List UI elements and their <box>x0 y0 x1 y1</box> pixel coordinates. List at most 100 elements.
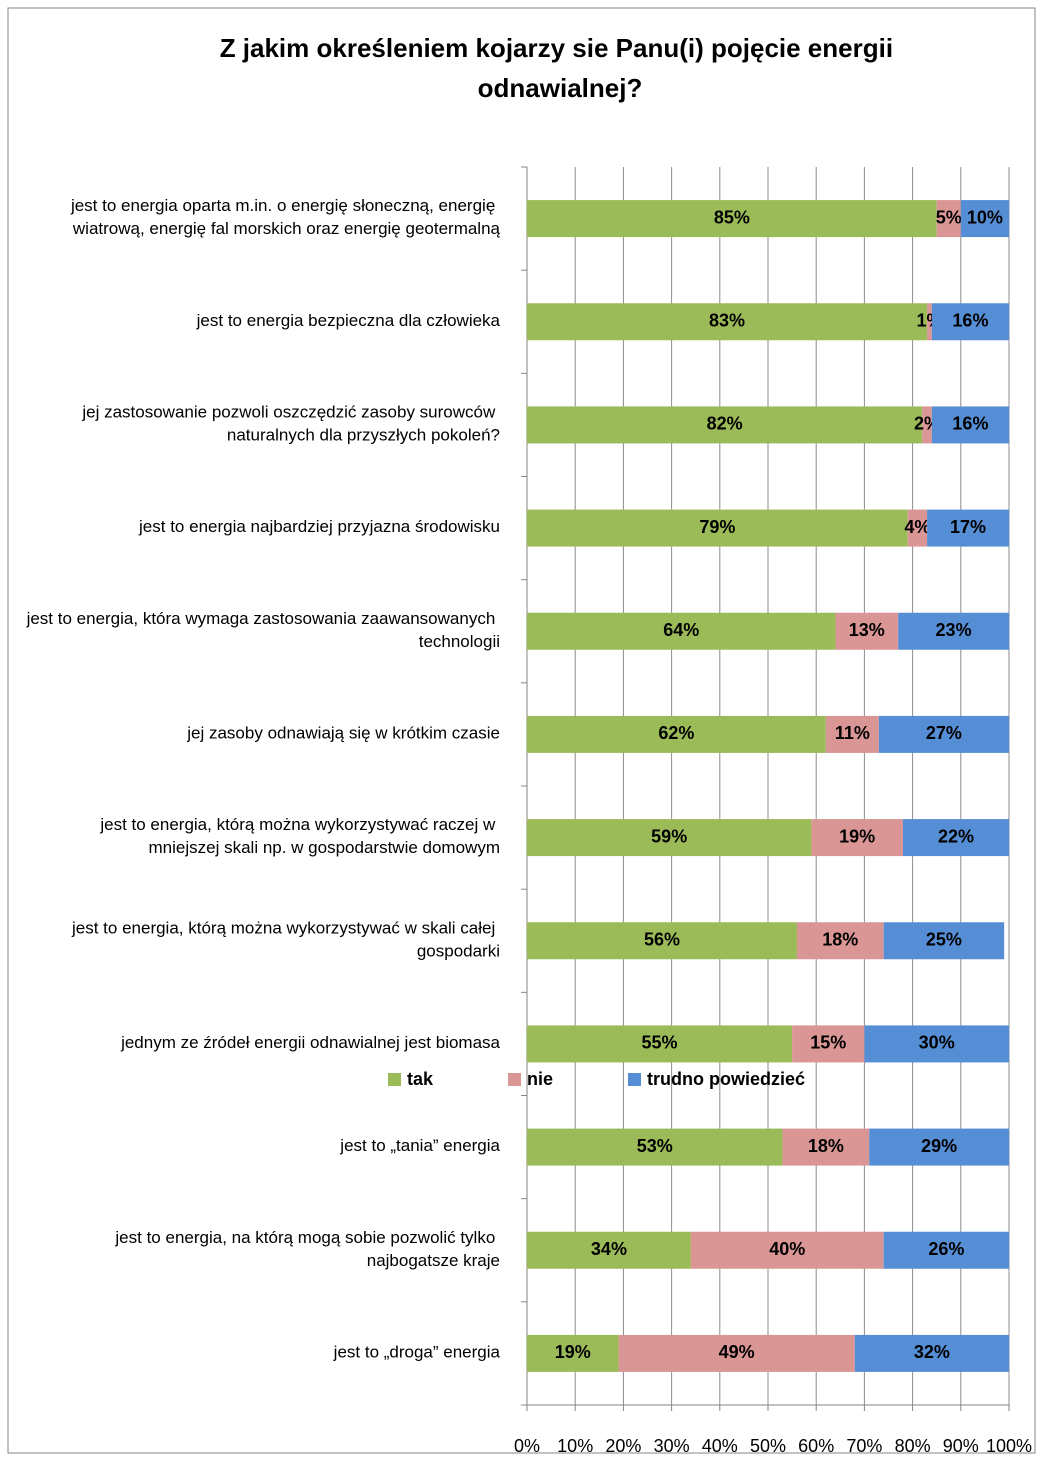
data-label: 15% <box>810 1033 846 1053</box>
bar-segment <box>792 1025 865 1063</box>
data-label: 19% <box>839 826 875 846</box>
legend-swatch <box>508 1073 521 1086</box>
bar-segment <box>527 406 923 444</box>
data-label: 11% <box>835 723 870 743</box>
data-label: 27% <box>926 723 962 743</box>
data-label: 62% <box>658 723 694 743</box>
bar-segment <box>864 1025 1009 1063</box>
data-label: 55% <box>642 1033 678 1053</box>
bar-segment <box>811 819 903 857</box>
bar-segment <box>527 509 908 547</box>
category-label: jest to energia oparta m.in. o energię s… <box>70 197 501 239</box>
bar-segment <box>927 509 1009 547</box>
chart-title: Z jakim określeniem kojarzy sie Panu(i) … <box>220 33 901 103</box>
data-label: 85% <box>714 207 750 227</box>
x-tick-label: 90% <box>943 1436 979 1456</box>
data-label: 17% <box>950 517 986 537</box>
bar-segment <box>527 819 812 857</box>
bar-segment <box>527 1128 783 1166</box>
data-label: 32% <box>914 1342 950 1362</box>
bar-segment <box>854 1334 1009 1372</box>
data-label: 29% <box>921 1136 957 1156</box>
category-label: jednym ze źródeł energii odnawialnej jes… <box>120 1033 500 1052</box>
data-label: 64% <box>663 620 699 640</box>
data-label: 79% <box>699 517 735 537</box>
data-label: 16% <box>952 311 988 331</box>
category-label: jest to energia, która wymaga zastosowan… <box>26 609 500 651</box>
data-label: 22% <box>938 826 974 846</box>
bar-segment <box>927 303 932 341</box>
bar-segment <box>690 1231 884 1269</box>
x-tick-label: 70% <box>846 1436 882 1456</box>
bar-segment <box>527 1231 691 1269</box>
data-label: 49% <box>719 1342 755 1362</box>
bar-segment <box>527 715 826 753</box>
legend-label: nie <box>527 1069 553 1089</box>
category-label: jest to energia, którą można wykorzystyw… <box>99 816 500 858</box>
category-label: jest to energia bezpieczna dla człowieka <box>196 311 501 330</box>
bar-segment <box>960 200 1009 238</box>
x-tick-label: 80% <box>895 1436 931 1456</box>
x-tick-label: 100% <box>986 1436 1032 1456</box>
x-tick-label: 40% <box>702 1436 738 1456</box>
bar-segment <box>527 303 928 341</box>
bar-segment <box>907 509 928 547</box>
x-tick-label: 0% <box>514 1436 540 1456</box>
bar-segment <box>869 1128 1009 1166</box>
bar-segment <box>931 406 1009 444</box>
legend-swatch <box>628 1073 641 1086</box>
data-label: 26% <box>928 1239 964 1259</box>
data-label: 34% <box>591 1239 627 1259</box>
x-tick-label: 50% <box>750 1436 786 1456</box>
data-label: 16% <box>952 414 988 434</box>
data-label: 83% <box>709 311 745 331</box>
category-label: jej zastosowanie pozwoli oszczędzić zaso… <box>81 403 500 445</box>
data-label: 53% <box>637 1136 673 1156</box>
data-label: 25% <box>926 930 962 950</box>
x-tick-label: 20% <box>605 1436 641 1456</box>
x-tick-label: 30% <box>654 1436 690 1456</box>
legend-label: trudno powiedzieć <box>647 1069 805 1089</box>
bar-segment <box>527 1334 619 1372</box>
data-label: 4% <box>904 517 930 537</box>
category-label: jest to energia najbardziej przyjazna śr… <box>138 518 500 537</box>
bar-segment <box>936 200 961 238</box>
data-label: 82% <box>707 414 743 434</box>
bar-segment <box>835 612 899 650</box>
bar-segment <box>782 1128 870 1166</box>
bar-segment <box>527 200 937 238</box>
bar-segment <box>878 715 1009 753</box>
bar-segment <box>527 1025 793 1063</box>
data-label: 59% <box>651 826 687 846</box>
data-label: 18% <box>822 930 858 950</box>
category-label: jej zasoby odnawiają się w krótkim czasi… <box>186 724 500 743</box>
bar-segment <box>527 922 797 960</box>
data-label: 19% <box>555 1342 591 1362</box>
bar-segment <box>931 303 1009 341</box>
bar-segment <box>922 406 932 444</box>
bar-segment <box>796 922 884 960</box>
category-label: jest to energia, na którą mogą sobie poz… <box>114 1228 500 1270</box>
data-label: 18% <box>808 1136 844 1156</box>
x-tick-label: 10% <box>557 1436 593 1456</box>
data-label: 23% <box>936 620 972 640</box>
x-tick-label: 60% <box>798 1436 834 1456</box>
bar-segment <box>883 922 1005 960</box>
bar-segment <box>527 612 836 650</box>
category-label: jest to „tania” energia <box>339 1137 500 1156</box>
data-label: 40% <box>769 1239 805 1259</box>
data-label: 5% <box>936 207 962 227</box>
data-label: 56% <box>644 930 680 950</box>
bar-segment <box>883 1231 1009 1269</box>
data-label: 13% <box>849 620 885 640</box>
bar-segment <box>825 715 879 753</box>
bar-segment <box>902 819 1009 857</box>
category-label: jest to „droga” energia <box>333 1343 501 1362</box>
bar-segment <box>898 612 1009 650</box>
data-label: 10% <box>967 207 1003 227</box>
data-label: 30% <box>919 1033 955 1053</box>
category-label: jest to energia, którą można wykorzystyw… <box>71 919 500 961</box>
bar-segment <box>618 1334 855 1372</box>
legend-label: tak <box>407 1069 434 1089</box>
